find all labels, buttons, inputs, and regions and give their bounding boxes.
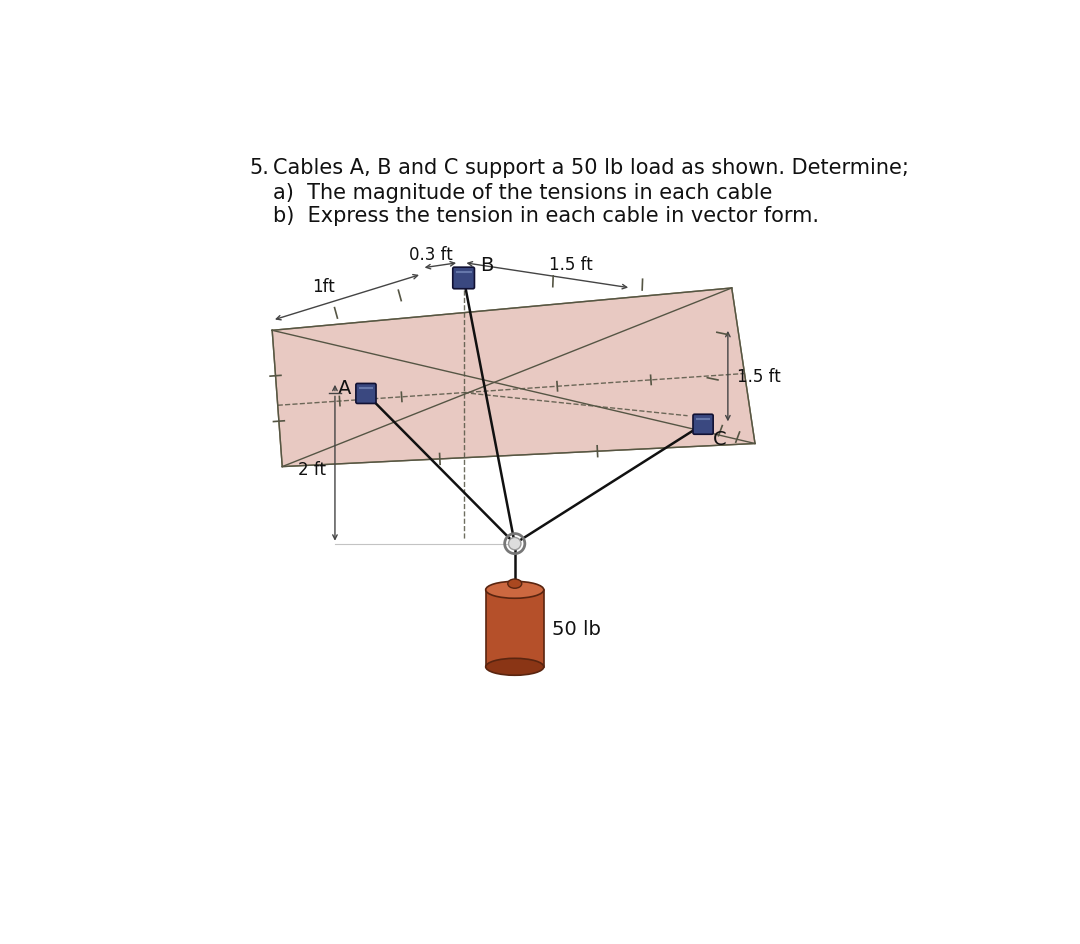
FancyBboxPatch shape: [453, 268, 474, 290]
Text: 2 ft: 2 ft: [298, 460, 326, 478]
Text: 5.: 5.: [249, 158, 270, 177]
Text: a)  The magnitude of the tensions in each cable: a) The magnitude of the tensions in each…: [273, 182, 772, 202]
Text: 0.3 ft: 0.3 ft: [409, 246, 453, 264]
Ellipse shape: [486, 659, 544, 676]
Ellipse shape: [508, 580, 522, 589]
Text: 1.5 ft: 1.5 ft: [549, 256, 593, 274]
Ellipse shape: [486, 582, 544, 598]
Text: 50 lb: 50 lb: [552, 619, 600, 638]
Text: Cables A, B and C support a 50 lb load as shown. Determine;: Cables A, B and C support a 50 lb load a…: [273, 158, 909, 177]
FancyBboxPatch shape: [693, 414, 713, 435]
Polygon shape: [272, 289, 755, 467]
FancyBboxPatch shape: [356, 384, 376, 404]
Text: 1ft: 1ft: [312, 278, 335, 295]
Text: 1.5 ft: 1.5 ft: [737, 368, 781, 386]
Text: b)  Express the tension in each cable in vector form.: b) Express the tension in each cable in …: [273, 206, 819, 226]
Bar: [486, 590, 544, 667]
Text: A: A: [338, 379, 351, 397]
Text: B: B: [481, 255, 494, 275]
Text: C: C: [713, 430, 727, 448]
Circle shape: [509, 538, 521, 550]
